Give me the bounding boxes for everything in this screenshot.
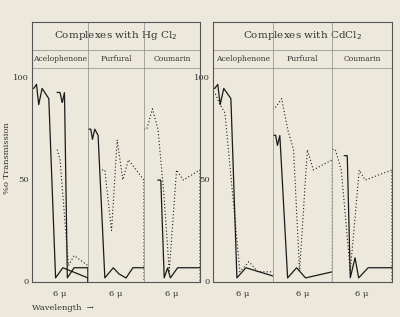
Text: 6 μ: 6 μ [236, 290, 250, 298]
Text: 100: 100 [194, 74, 210, 82]
Text: Acelophenone: Acelophenone [216, 55, 270, 63]
Text: 100: 100 [13, 74, 29, 82]
Text: Furfural: Furfural [287, 55, 318, 63]
Text: %o Transmission: %o Transmission [3, 123, 11, 194]
Text: 50: 50 [199, 176, 210, 184]
Text: 6 μ: 6 μ [296, 290, 309, 298]
Text: 6 μ: 6 μ [165, 290, 179, 298]
Text: Complexes with Hg Cl$_2$: Complexes with Hg Cl$_2$ [54, 29, 178, 42]
Text: Coumarin: Coumarin [344, 55, 381, 63]
Text: Furfural: Furfural [100, 55, 132, 63]
Text: 0: 0 [205, 278, 210, 286]
Text: 6 μ: 6 μ [109, 290, 123, 298]
Text: 50: 50 [18, 176, 29, 184]
Text: Complexes with CdCl$_2$: Complexes with CdCl$_2$ [243, 29, 362, 42]
Text: Coumarin: Coumarin [153, 55, 191, 63]
Text: 6 μ: 6 μ [356, 290, 369, 298]
Text: Wavelength  →: Wavelength → [32, 304, 94, 312]
Text: 0: 0 [24, 278, 29, 286]
Text: Acelophenone: Acelophenone [33, 55, 87, 63]
Text: 6 μ: 6 μ [53, 290, 67, 298]
